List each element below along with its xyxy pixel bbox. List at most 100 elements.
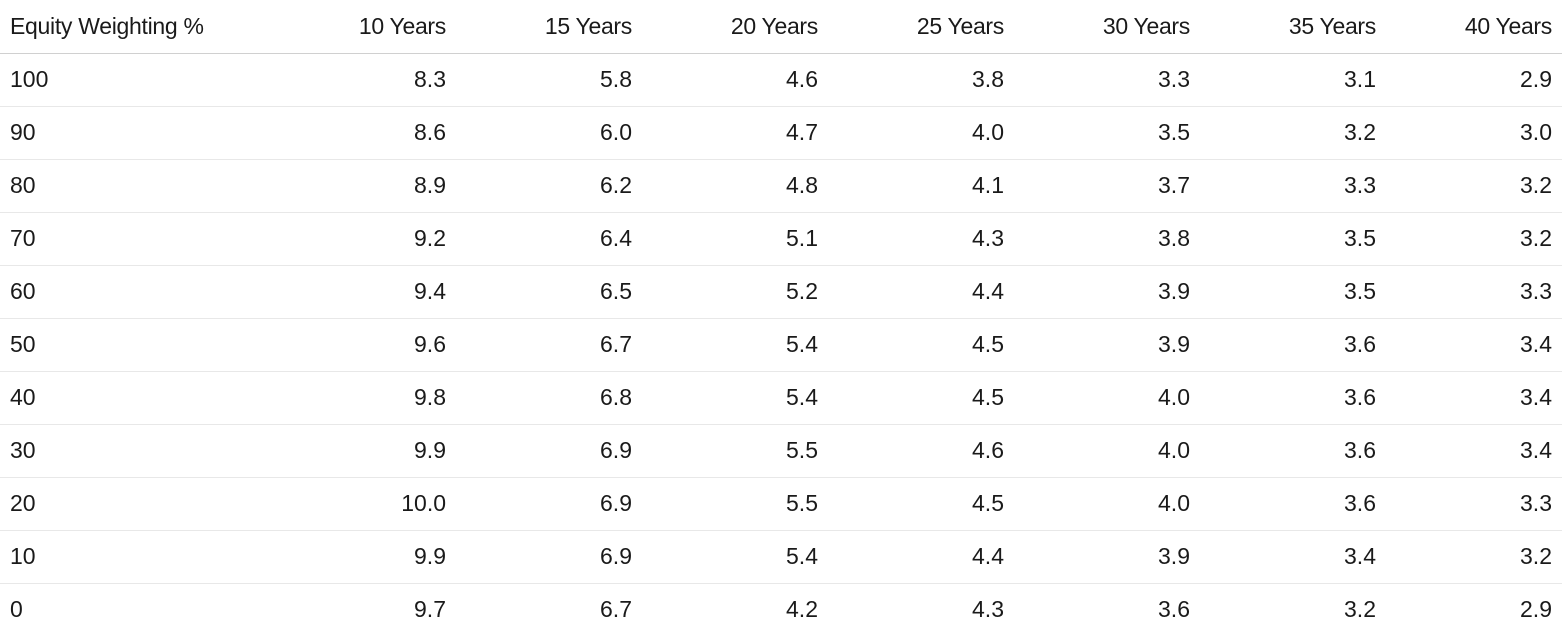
table-header-row: Equity Weighting % 10 Years 15 Years 20 …	[0, 0, 1562, 53]
table-cell: 4.6	[818, 424, 1004, 477]
table-cell: 8.6	[260, 106, 446, 159]
table-cell: 3.2	[1376, 159, 1562, 212]
table-cell: 5.5	[632, 424, 818, 477]
table-cell: 4.1	[818, 159, 1004, 212]
table-cell: 9.6	[260, 318, 446, 371]
table-cell: 9.7	[260, 583, 446, 636]
table-cell: 2.9	[1376, 583, 1562, 636]
table-cell: 6.9	[446, 477, 632, 530]
table-cell: 3.5	[1190, 265, 1376, 318]
column-header: 30 Years	[1004, 0, 1190, 53]
table-cell: 100	[0, 53, 260, 106]
table-cell: 3.2	[1376, 530, 1562, 583]
table-cell: 8.3	[260, 53, 446, 106]
table-cell: 40	[0, 371, 260, 424]
table-cell: 90	[0, 106, 260, 159]
table-cell: 3.9	[1004, 265, 1190, 318]
table-cell: 9.9	[260, 530, 446, 583]
table-cell: 4.4	[818, 530, 1004, 583]
table-cell: 3.6	[1190, 477, 1376, 530]
table-cell: 9.2	[260, 212, 446, 265]
table-cell: 8.9	[260, 159, 446, 212]
table-cell: 30	[0, 424, 260, 477]
table-cell: 6.8	[446, 371, 632, 424]
table-cell: 3.0	[1376, 106, 1562, 159]
column-header: 25 Years	[818, 0, 1004, 53]
table-cell: 80	[0, 159, 260, 212]
table-cell: 3.8	[818, 53, 1004, 106]
table-cell: 4.6	[632, 53, 818, 106]
table-cell: 4.0	[818, 106, 1004, 159]
table-cell: 3.5	[1190, 212, 1376, 265]
table-cell: 4.4	[818, 265, 1004, 318]
table-cell: 20	[0, 477, 260, 530]
table-row: 100 8.3 5.8 4.6 3.8 3.3 3.1 2.9	[0, 53, 1562, 106]
column-header: 10 Years	[260, 0, 446, 53]
table-cell: 3.6	[1004, 583, 1190, 636]
table-cell: 10	[0, 530, 260, 583]
table-row: 50 9.6 6.7 5.4 4.5 3.9 3.6 3.4	[0, 318, 1562, 371]
table-cell: 3.6	[1190, 424, 1376, 477]
table-cell: 3.3	[1004, 53, 1190, 106]
table-cell: 3.1	[1190, 53, 1376, 106]
table-row: 80 8.9 6.2 4.8 4.1 3.7 3.3 3.2	[0, 159, 1562, 212]
column-header: 15 Years	[446, 0, 632, 53]
table-cell: 6.9	[446, 530, 632, 583]
table-cell: 6.5	[446, 265, 632, 318]
table-cell: 5.1	[632, 212, 818, 265]
column-header: 20 Years	[632, 0, 818, 53]
table-cell: 3.5	[1004, 106, 1190, 159]
table-cell: 5.2	[632, 265, 818, 318]
table-row: 70 9.2 6.4 5.1 4.3 3.8 3.5 3.2	[0, 212, 1562, 265]
table-cell: 50	[0, 318, 260, 371]
table-row: 90 8.6 6.0 4.7 4.0 3.5 3.2 3.0	[0, 106, 1562, 159]
table-cell: 3.7	[1004, 159, 1190, 212]
table-body: 100 8.3 5.8 4.6 3.8 3.3 3.1 2.9 90 8.6 6…	[0, 53, 1562, 636]
table-cell: 9.9	[260, 424, 446, 477]
table-row: 10 9.9 6.9 5.4 4.4 3.9 3.4 3.2	[0, 530, 1562, 583]
table-row: 60 9.4 6.5 5.2 4.4 3.9 3.5 3.3	[0, 265, 1562, 318]
table-cell: 6.0	[446, 106, 632, 159]
table-cell: 5.5	[632, 477, 818, 530]
table-cell: 4.2	[632, 583, 818, 636]
table-cell: 5.4	[632, 530, 818, 583]
table-cell: 6.2	[446, 159, 632, 212]
table-cell: 70	[0, 212, 260, 265]
table-cell: 4.0	[1004, 477, 1190, 530]
table-cell: 3.4	[1376, 424, 1562, 477]
table-cell: 3.4	[1190, 530, 1376, 583]
table-cell: 0	[0, 583, 260, 636]
table-cell: 3.9	[1004, 318, 1190, 371]
table-cell: 10.0	[260, 477, 446, 530]
table-cell: 3.3	[1190, 159, 1376, 212]
equity-weighting-table: Equity Weighting % 10 Years 15 Years 20 …	[0, 0, 1562, 636]
table-cell: 2.9	[1376, 53, 1562, 106]
table-cell: 4.5	[818, 371, 1004, 424]
column-header: 35 Years	[1190, 0, 1376, 53]
table-cell: 6.9	[446, 424, 632, 477]
table-cell: 3.4	[1376, 318, 1562, 371]
table-row: 30 9.9 6.9 5.5 4.6 4.0 3.6 3.4	[0, 424, 1562, 477]
table-cell: 4.7	[632, 106, 818, 159]
table-cell: 4.0	[1004, 424, 1190, 477]
table-cell: 4.5	[818, 477, 1004, 530]
table-cell: 3.8	[1004, 212, 1190, 265]
table-cell: 3.2	[1376, 212, 1562, 265]
table-cell: 6.7	[446, 318, 632, 371]
table-cell: 3.6	[1190, 371, 1376, 424]
table-row: 0 9.7 6.7 4.2 4.3 3.6 3.2 2.9	[0, 583, 1562, 636]
table-cell: 4.3	[818, 583, 1004, 636]
table-cell: 3.3	[1376, 477, 1562, 530]
table-cell: 4.8	[632, 159, 818, 212]
table-cell: 4.3	[818, 212, 1004, 265]
table-cell: 9.4	[260, 265, 446, 318]
table-row: 40 9.8 6.8 5.4 4.5 4.0 3.6 3.4	[0, 371, 1562, 424]
table-cell: 60	[0, 265, 260, 318]
table-cell: 9.8	[260, 371, 446, 424]
table-cell: 3.2	[1190, 106, 1376, 159]
table-cell: 4.0	[1004, 371, 1190, 424]
table-cell: 5.8	[446, 53, 632, 106]
table-cell: 4.5	[818, 318, 1004, 371]
table-cell: 3.6	[1190, 318, 1376, 371]
table-cell: 5.4	[632, 318, 818, 371]
